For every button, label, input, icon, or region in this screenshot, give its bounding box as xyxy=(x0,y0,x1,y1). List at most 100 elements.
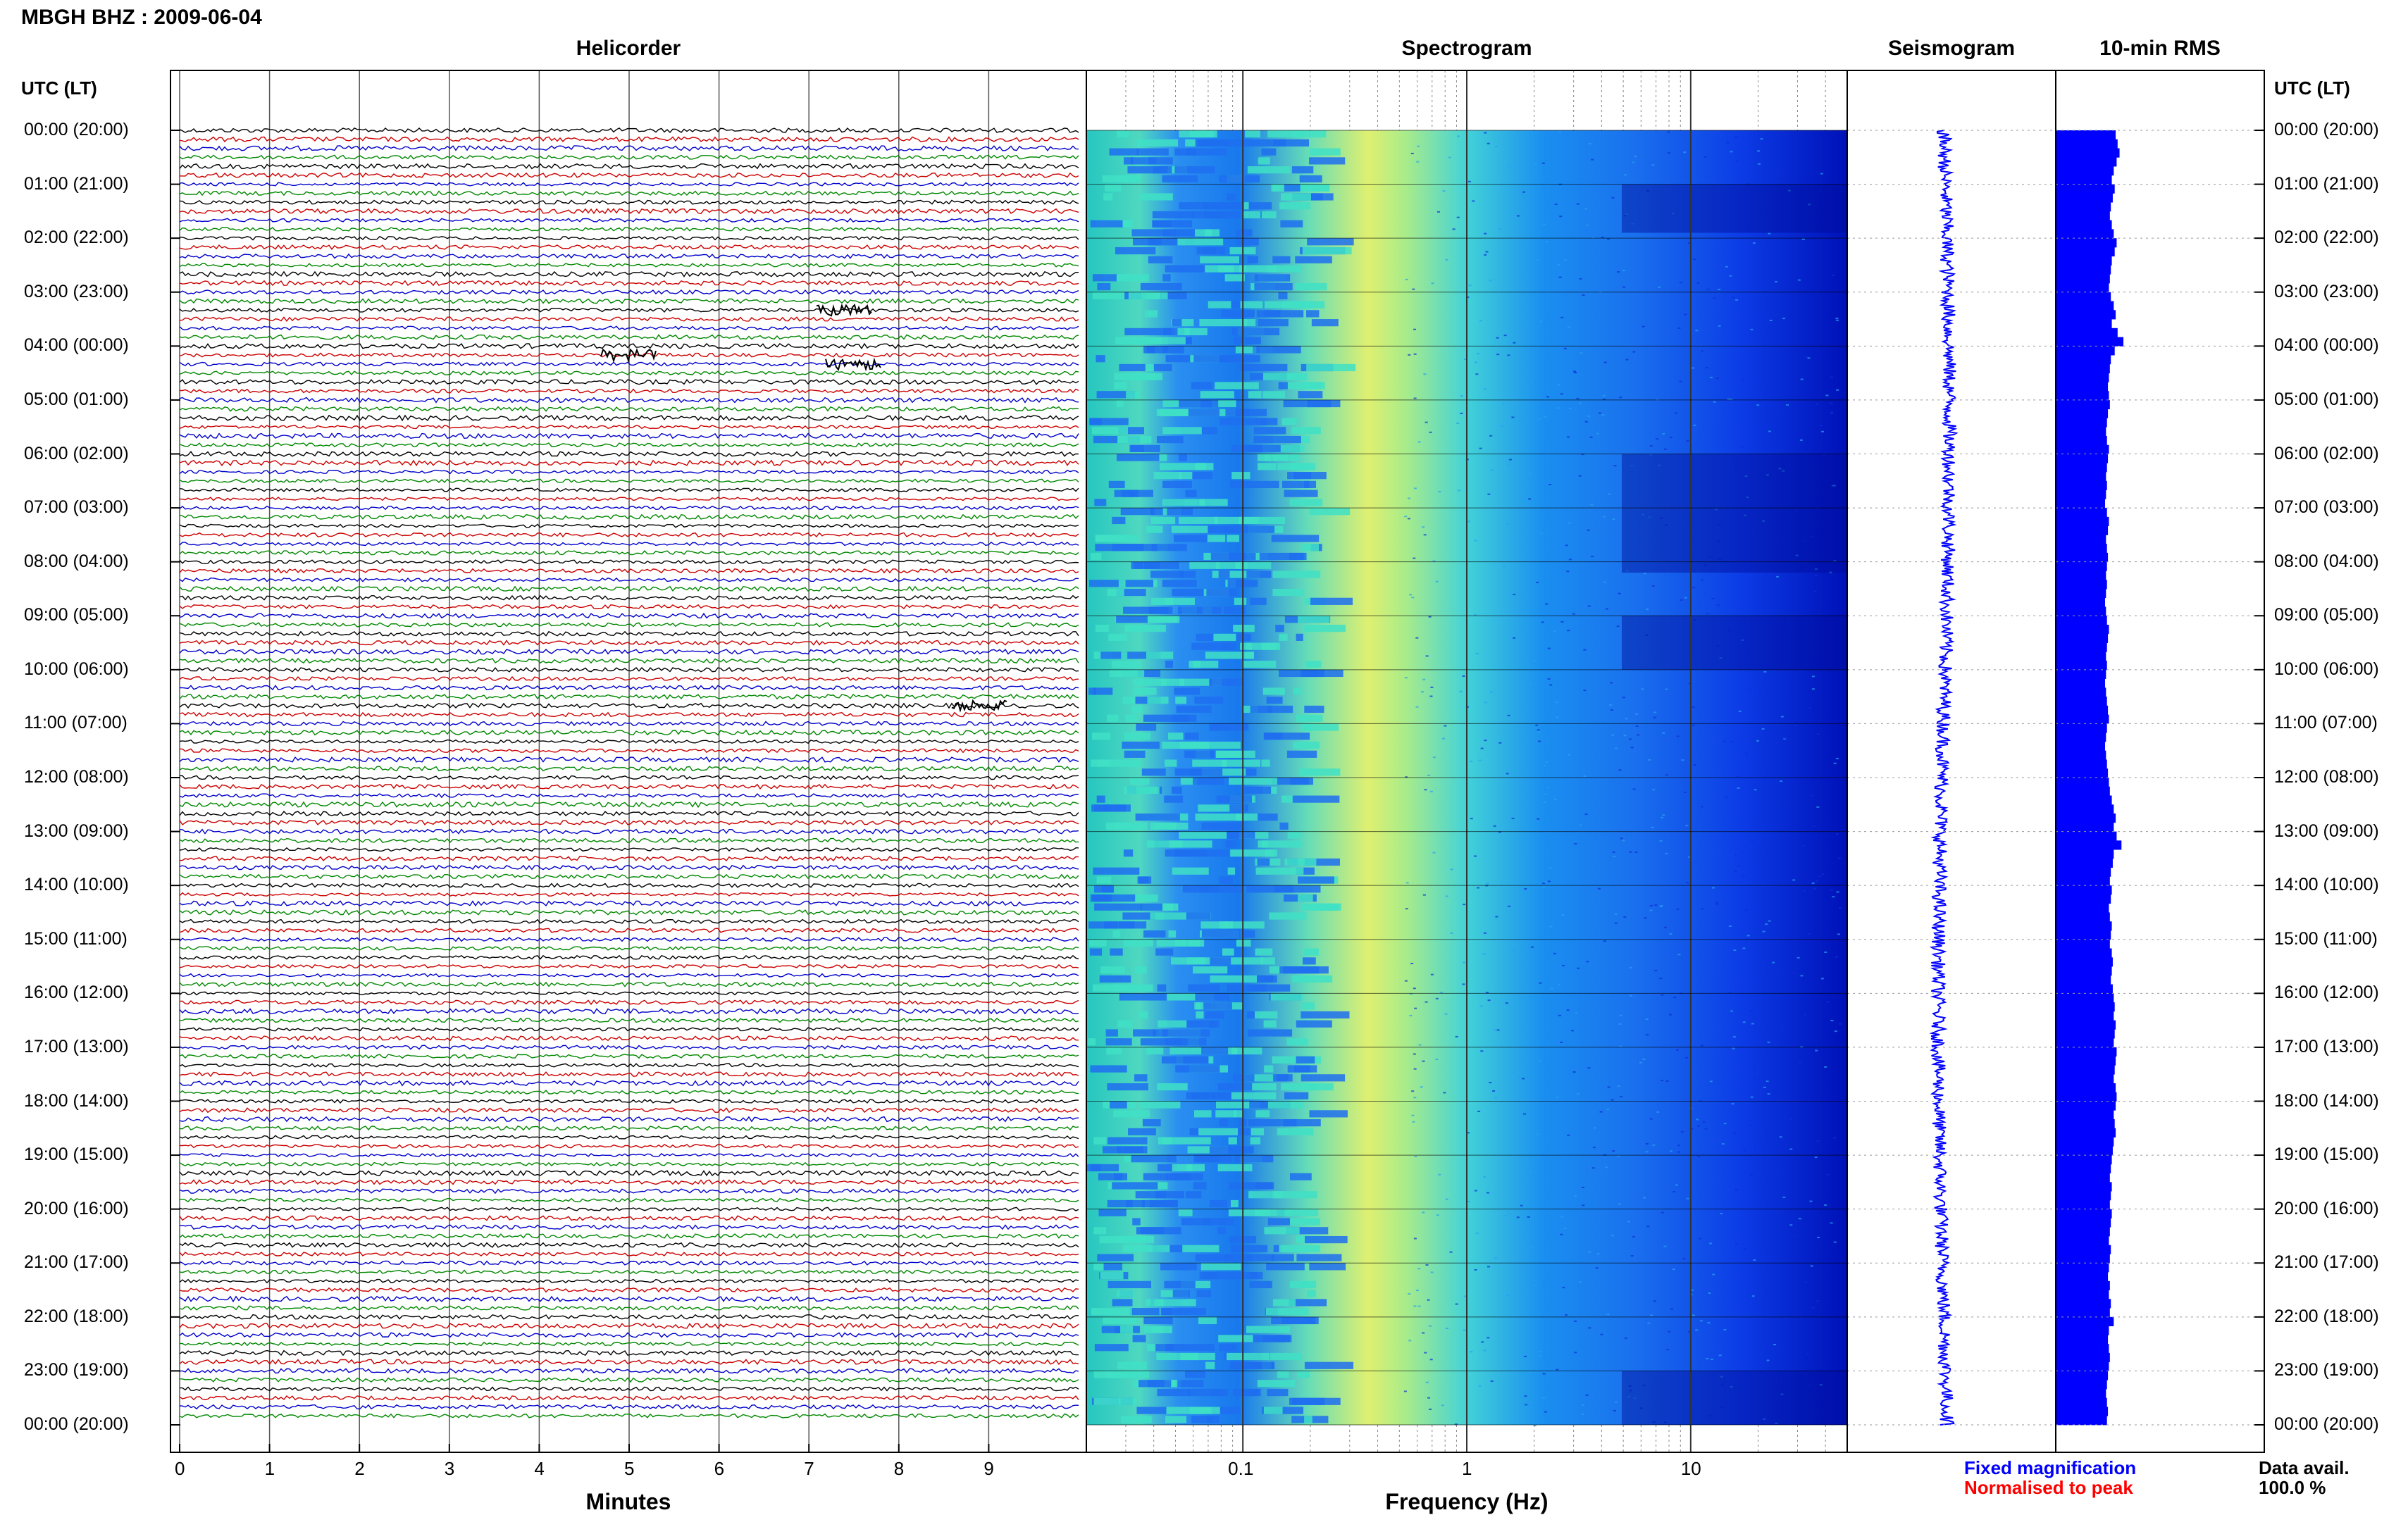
spectrogram-band xyxy=(1219,876,1234,884)
spectrogram-speckle xyxy=(1407,518,1410,520)
spectrogram-speckle xyxy=(1777,415,1781,417)
helicorder-trace xyxy=(179,640,1079,646)
helicorder-trace xyxy=(179,630,1079,637)
rms-bar xyxy=(2056,1397,2107,1407)
rms-bar xyxy=(2056,373,2109,382)
rms-bar xyxy=(2056,1263,2109,1273)
spectrogram-speckle xyxy=(1507,463,1510,465)
spectrogram-band xyxy=(1231,444,1281,452)
spectrogram-band xyxy=(1179,202,1207,210)
spectrogram-quiet-region xyxy=(1622,184,1847,233)
spectrogram-band xyxy=(1245,130,1260,138)
spectrogram-speckle xyxy=(1496,337,1499,339)
left-time-label: 19:00 (15:00) xyxy=(24,1145,129,1165)
spectrogram-band xyxy=(1117,1020,1133,1028)
spectrogram-band xyxy=(1172,786,1182,794)
spectrogram-band xyxy=(1263,732,1310,740)
spectrogram-speckle xyxy=(1537,731,1541,733)
spectrogram-speckle xyxy=(1478,1385,1482,1388)
spectrogram-band xyxy=(1271,1254,1294,1261)
rms-bar xyxy=(2056,427,2106,437)
spectrogram-band xyxy=(1110,669,1145,678)
spectrogram-band xyxy=(1096,391,1136,399)
helicorder-trace xyxy=(179,1233,1079,1239)
spectrogram-band xyxy=(1235,346,1253,354)
spectrogram-band xyxy=(1242,930,1255,938)
spectrogram-speckle xyxy=(1583,775,1587,777)
spectrogram-speckle xyxy=(1443,1092,1446,1094)
rms-bar xyxy=(2056,229,2114,239)
spectrogram-band xyxy=(1096,876,1112,884)
spectrogram-band xyxy=(1297,1371,1310,1378)
spectrogram-band xyxy=(1243,813,1278,821)
spectrogram-band xyxy=(1287,1065,1317,1073)
helicorder-trace xyxy=(179,307,1079,313)
right-time-label: 20:00 (16:00) xyxy=(2274,1198,2379,1218)
spectrogram-speckle xyxy=(1589,436,1593,438)
spectrogram-speckle xyxy=(1460,412,1463,414)
spectrogram-speckle xyxy=(1483,1176,1487,1178)
spectrogram-band xyxy=(1205,1011,1224,1019)
right-time-label: 14:00 (10:00) xyxy=(2274,875,2379,895)
rms-bar xyxy=(2056,247,2115,257)
spectrogram-band xyxy=(1247,1029,1293,1037)
rms-bar xyxy=(2056,1164,2111,1174)
helicorder-trace xyxy=(179,1071,1079,1078)
spectrogram-band xyxy=(1122,741,1160,749)
spectrogram-speckle xyxy=(1776,1343,1780,1345)
spectrogram-speckle xyxy=(1539,1351,1543,1353)
spectrogram-band xyxy=(1198,1128,1238,1136)
spectrogram-band xyxy=(1231,328,1280,336)
spectrogram-band xyxy=(1208,1146,1254,1154)
spectrogram-band xyxy=(1107,588,1124,597)
spectrogram-speckle xyxy=(1556,716,1559,718)
spectrogram-speckle xyxy=(1833,762,1837,764)
helicorder-trace xyxy=(179,1027,1079,1032)
spectrogram-band xyxy=(1158,1020,1187,1028)
spectrogram-speckle xyxy=(1622,697,1626,699)
spectrogram-band xyxy=(1298,391,1323,399)
rms-bar xyxy=(2056,516,2109,527)
spectrogram-band xyxy=(1164,597,1174,605)
spectrogram-speckle xyxy=(1610,682,1613,684)
rms-bar xyxy=(2056,633,2109,643)
spectrogram-band xyxy=(1262,687,1285,695)
spectrogram-speckle xyxy=(1605,1166,1608,1168)
spectrogram-band xyxy=(1217,1164,1253,1172)
spectrogram-speckle xyxy=(1520,1137,1524,1140)
rms-bar xyxy=(2056,202,2111,212)
rms-bar xyxy=(2056,813,2116,823)
helicorder-trace xyxy=(179,946,1079,951)
spectrogram-band xyxy=(1162,480,1192,489)
rms-bar xyxy=(2056,1245,2111,1254)
spectrogram-speckle xyxy=(1525,193,1529,195)
spectrogram-speckle xyxy=(1478,759,1482,761)
spectrogram-band xyxy=(1172,867,1209,875)
spectrogram-speckle xyxy=(1750,328,1754,330)
helicorder-trace xyxy=(179,1126,1079,1131)
rms-bar xyxy=(2056,1272,2109,1282)
spectrogram-band xyxy=(1198,804,1246,812)
rms-bar xyxy=(2056,939,2110,949)
spectrogram-band xyxy=(1284,858,1305,866)
spectrogram-band xyxy=(1130,778,1150,785)
spectrogram-band xyxy=(1181,1280,1211,1288)
spectrogram-band xyxy=(1309,1110,1348,1118)
rms-bar xyxy=(2056,328,2118,337)
rms-bar xyxy=(2056,858,2113,868)
spectrogram-speckle xyxy=(1416,161,1420,163)
spectrogram-band xyxy=(1243,1388,1261,1397)
spectrogram-speckle xyxy=(1413,987,1416,990)
rms-bar xyxy=(2056,1011,2114,1021)
spectrogram-speckle xyxy=(1671,213,1675,215)
rms-bar xyxy=(2056,625,2109,635)
spectrogram-speckle xyxy=(1627,1396,1631,1398)
spectrogram-speckle xyxy=(1773,1344,1777,1346)
spectrogram-band xyxy=(1215,561,1248,569)
spectrogram-band xyxy=(1250,211,1277,219)
spectrogram-band xyxy=(1112,1299,1133,1307)
spectrogram-speckle xyxy=(1568,754,1571,756)
rms-bar xyxy=(2056,993,2114,1003)
spectrogram-speckle xyxy=(1614,922,1618,924)
left-time-label: 21:00 (17:00) xyxy=(24,1252,129,1273)
